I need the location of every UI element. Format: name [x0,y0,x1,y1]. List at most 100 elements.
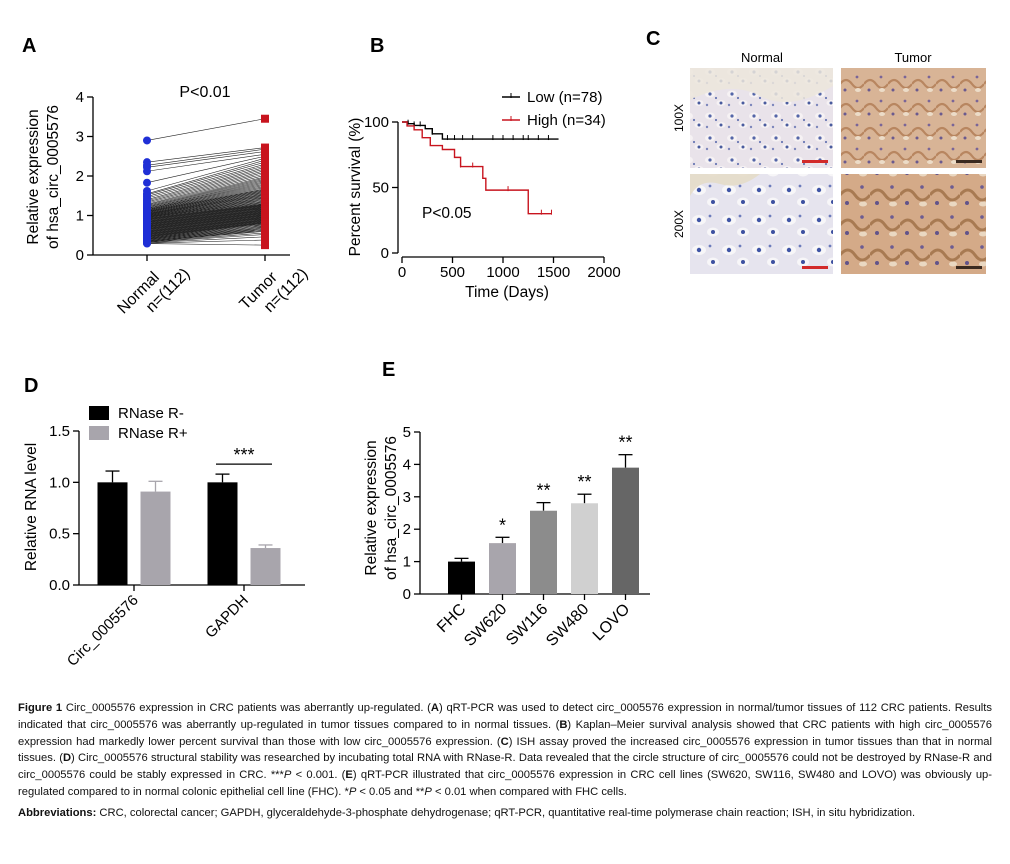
pair-line [146,192,266,214]
pair-line [146,222,266,238]
pair-line [146,204,266,220]
caption-text: Circ_0005576 expression in CRC patients … [62,702,431,714]
x-tick-label: SW480 [543,601,592,650]
pair-line [146,227,266,241]
pair-line [146,183,266,211]
caption-ref-b: B [559,718,568,731]
pair-line [146,189,266,213]
tumor-point [261,235,269,244]
pair-line [146,197,266,216]
pair-line [146,193,266,215]
panel-c-letter: C [646,28,660,50]
significance-label: ** [618,433,632,453]
y-tick-label: 0.5 [49,526,70,543]
panel-a-pair-lines [146,118,266,246]
y-tick-label: 0 [76,247,84,264]
panel-b-legend: Low (n=78) High (n=34) [502,89,606,129]
pair-line [146,232,266,243]
normal-point [143,178,151,187]
x-tick-label: 1500 [537,264,570,281]
caption-p-symbol: P [424,785,432,798]
pair-line [146,208,266,223]
x-tick-label: FHC [434,601,469,636]
panel-c: C Normal Tumor 100X 200X [646,28,986,274]
figure-canvas: A P<0.01 Relative expression of hsa_circ… [22,28,986,670]
panel-b-letter: B [370,35,384,57]
caption-text: ) qRT-PCR was used to detect circ_000557… [18,702,992,731]
caption-text: ) Circ_0005576 structural stability was … [18,752,993,782]
pair-line [146,218,266,234]
pair-line [146,243,266,246]
pair-line [146,203,266,219]
bar [489,543,516,594]
pair-line [146,187,266,212]
normal-point [143,167,151,176]
panel-b: B Percent survival (%) Time (Days) P<0.0… [347,35,621,301]
significance-label: ** [536,481,550,501]
y-tick-label: 2 [403,521,411,538]
pair-line [146,200,266,217]
pair-line [146,190,266,214]
pair-line [146,214,266,230]
panel-a-ylabel-line1: Relative expression [25,109,42,244]
significance-label: * [499,515,506,535]
pair-line [146,188,266,212]
legend-swatch [89,426,109,440]
panel-d: D Relative RNA level 0.0 0.5 1.0 1.5 Circ_00… [23,375,305,670]
bar [97,482,128,585]
significance-label: *** [233,445,254,465]
normal-point [143,136,151,145]
pair-line [146,196,266,216]
caption-abbreviations: Abbreviations: CRC, colorectal cancer; G… [18,805,992,822]
pair-line [146,209,266,225]
caption-ref-c: C [500,735,509,748]
y-tick-label: 0 [381,245,389,262]
pair-line [146,189,266,213]
pair-line [146,208,266,224]
panel-a-letter: A [22,35,36,57]
panel-c-row-label-200x: 200X [672,210,686,238]
y-tick-label: 0.0 [49,577,70,594]
ish-image-normal-100x [690,68,833,168]
pair-line [146,148,266,166]
pair-line [146,151,266,168]
bar [612,467,639,594]
panel-a-points [143,114,269,250]
legend-label: High (n=34) [527,112,606,129]
panel-c-row-label-100x: 100X [672,104,686,132]
pair-line [146,214,266,230]
pair-line [146,204,266,219]
pair-line [146,181,266,210]
legend-label: RNase R- [118,405,184,422]
panel-e: E Relative expression of hsa_circ_000557… [363,359,650,650]
pair-line [146,207,266,223]
pair-line [146,171,266,204]
bar [250,548,281,585]
pair-line [146,202,266,218]
pair-line [146,184,266,211]
panel-b-curves [402,119,559,215]
pair-line [146,167,266,200]
pair-line [146,195,266,216]
y-tick-label: 4 [403,456,411,473]
x-tick-label: GAPDH [202,592,252,642]
caption-text: ) Kaplan–Meier survival analysis showed … [18,718,993,748]
pair-line [146,178,266,208]
panel-a-axes: 0 1 2 3 4 [76,89,290,264]
ish-image-normal-200x [690,174,833,274]
pair-line [146,157,266,192]
pair-line [146,174,266,206]
pair-line [146,219,266,234]
pair-line [146,180,266,209]
panel-d-letter: D [24,375,38,397]
pair-line [146,211,266,227]
pair-line [146,231,266,242]
caption-text: < 0.01 when compared with FHC cells. [431,785,627,798]
caption-text: < 0.001. ( [291,769,346,782]
y-tick-label: 1 [403,554,411,571]
ish-image-tumor-100x [841,68,986,168]
pair-line [146,206,266,222]
pair-line [146,215,266,231]
pair-line [146,234,266,243]
pair-line [146,161,266,196]
